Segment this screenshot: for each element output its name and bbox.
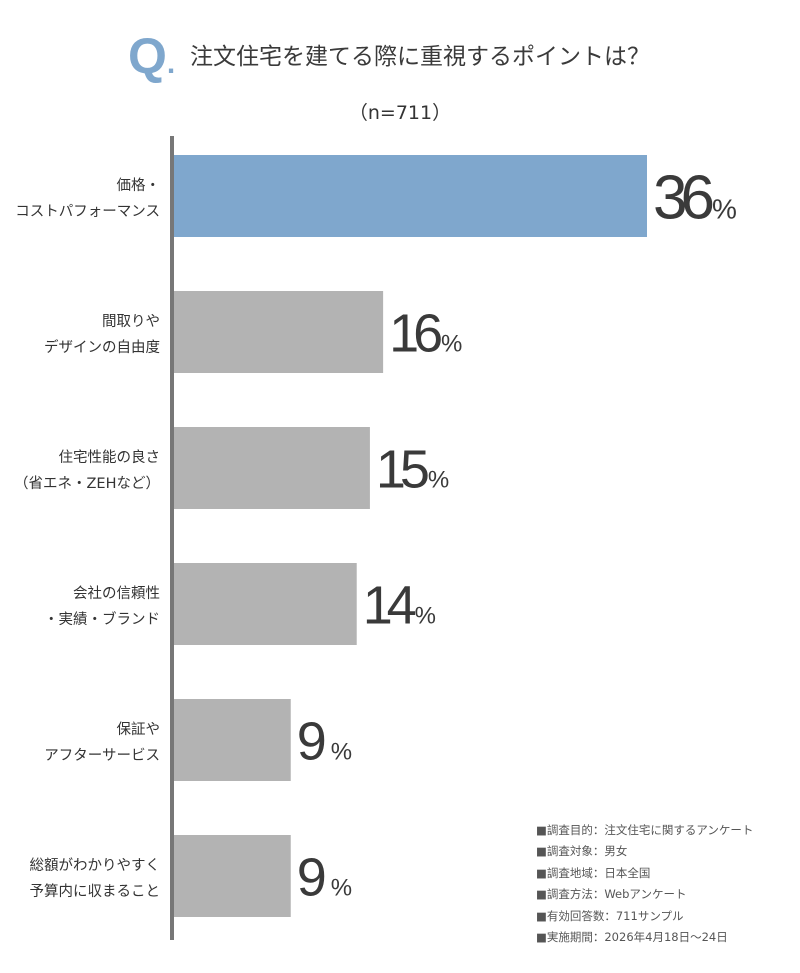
q-dot: . bbox=[166, 47, 176, 80]
value-label-1: 16% bbox=[389, 303, 462, 363]
note-region: ■調査地域：日本全国 bbox=[536, 865, 651, 880]
value-number: 36 bbox=[653, 163, 715, 232]
bar-5 bbox=[172, 835, 291, 917]
bar-3 bbox=[172, 563, 357, 645]
value-unit: % bbox=[415, 602, 436, 629]
value-unit: % bbox=[428, 466, 449, 493]
value-label-2: 15% bbox=[376, 439, 449, 499]
note-target: ■調査対象：男女 bbox=[536, 844, 628, 859]
category-label-line: デザインの自由度 bbox=[44, 338, 160, 356]
bar-4 bbox=[172, 699, 291, 781]
value-number: 15 bbox=[376, 439, 430, 499]
note-method: ■調査方法：Webアンケート bbox=[536, 887, 687, 902]
value-unit: % bbox=[331, 874, 352, 901]
value-unit: % bbox=[441, 330, 462, 357]
category-label-1: 間取りやデザインの自由度 bbox=[44, 313, 160, 356]
value-unit: % bbox=[712, 193, 737, 224]
category-label-line: 予算内に収まること bbox=[30, 883, 161, 900]
value-label-4: 9% bbox=[297, 711, 352, 771]
value-number: 14 bbox=[363, 575, 417, 635]
chart-title: Q. 注文住宅を建てる際に重視するポイントは？ bbox=[0, 28, 800, 88]
category-label-line: 住宅性能の良さ bbox=[59, 449, 161, 466]
category-label-5: 総額がわかりやすく予算内に収まること bbox=[30, 857, 161, 900]
value-unit: % bbox=[331, 738, 352, 765]
category-label-line: コストパフォーマンス bbox=[15, 203, 160, 220]
value-number: 9 bbox=[297, 711, 327, 771]
value-number: 9 bbox=[297, 847, 327, 907]
value-label-0: 36% bbox=[653, 163, 737, 232]
category-label-3: 会社の信頼性・実績・ブランド bbox=[44, 585, 160, 628]
q-letter: Q bbox=[128, 28, 167, 84]
survey-notes: ■調査目的：注文住宅に関するアンケート ■調査対象：男女 ■調査地域：日本全国 … bbox=[536, 820, 753, 948]
value-label-3: 14% bbox=[363, 575, 436, 635]
value-label-5: 9% bbox=[297, 847, 352, 907]
category-label-line: 会社の信頼性 bbox=[73, 585, 160, 602]
category-label-line: 価格・ bbox=[117, 177, 161, 194]
question-mark-badge: Q. bbox=[128, 28, 175, 92]
note-purpose: ■調査目的：注文住宅に関するアンケート bbox=[536, 823, 754, 837]
category-label-line: 総額がわかりやすく bbox=[30, 857, 161, 874]
category-label-line: 間取りや bbox=[102, 313, 160, 330]
category-label-line: （省エネ・ZEHなど） bbox=[14, 475, 160, 492]
bar-2 bbox=[172, 427, 370, 509]
category-label-line: アフターサービス bbox=[44, 747, 160, 764]
bar-1 bbox=[172, 291, 384, 373]
sample-size: （n=711） bbox=[348, 102, 452, 124]
note-period: ■実施期間：2026年4月18日～24日 bbox=[536, 930, 728, 945]
category-label-line: ・実績・ブランド bbox=[44, 610, 160, 628]
category-label-0: 価格・コストパフォーマンス bbox=[15, 177, 160, 220]
value-number: 16 bbox=[389, 303, 443, 363]
category-label-4: 保証やアフターサービス bbox=[44, 721, 160, 764]
category-label-line: 保証や bbox=[117, 721, 161, 738]
bar-0 bbox=[172, 155, 647, 237]
note-sample-count: ■有効回答数：711サンプル bbox=[536, 908, 684, 923]
category-label-2: 住宅性能の良さ （省エネ・ZEHなど） bbox=[14, 449, 160, 492]
question-title: 注文住宅を建てる際に重視するポイントは？ bbox=[190, 44, 650, 70]
